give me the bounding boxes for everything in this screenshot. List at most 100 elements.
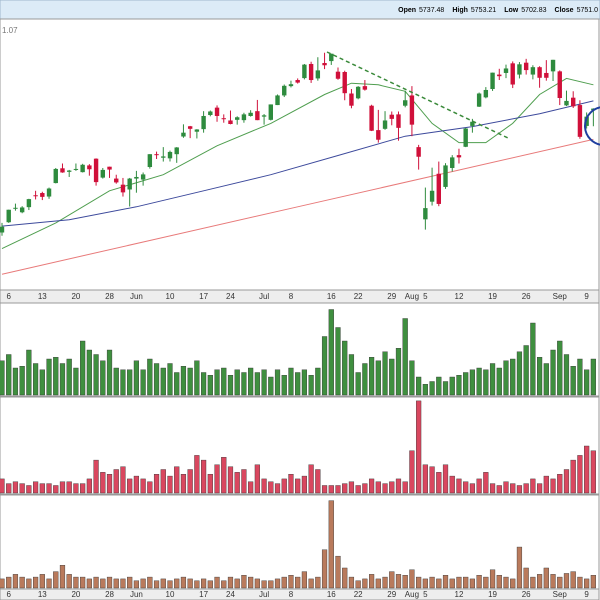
volume-bar: [153, 474, 160, 494]
volume-bar: [442, 575, 449, 589]
candle-body: [584, 116, 589, 126]
candle-body: [322, 63, 327, 66]
volume-bar: [207, 474, 213, 494]
volume-bar: [93, 576, 99, 589]
readout-label: Open: [398, 7, 416, 14]
x-tick-label: 16: [327, 292, 336, 301]
volume-bar: [187, 367, 193, 396]
volume-bar: [369, 574, 375, 589]
x-tick-label: 8: [289, 292, 294, 301]
volume-bar: [93, 354, 99, 396]
volume-bar: [369, 357, 375, 396]
volume-bar: [416, 400, 422, 494]
volume-bar: [261, 478, 267, 494]
volume-bar: [469, 369, 476, 396]
volume-bar: [194, 455, 200, 494]
volume-bar: [577, 455, 583, 494]
volume-bar: [207, 375, 213, 396]
volume-bar: [80, 576, 86, 589]
candle-body: [154, 154, 159, 156]
volume-bar: [483, 472, 489, 494]
volume-bar: [550, 478, 556, 494]
candle-body: [60, 168, 65, 173]
candle-body: [194, 129, 200, 132]
candle-body: [282, 85, 287, 96]
volume-bar: [26, 578, 32, 589]
volume-bar: [26, 485, 32, 494]
volume-bar: [59, 481, 66, 494]
volume-bar: [288, 474, 294, 494]
volume-bar: [315, 469, 321, 494]
volume-bar: [180, 366, 187, 396]
volume-bar: [409, 569, 415, 589]
candle-body: [235, 117, 240, 120]
volume-bar: [133, 580, 140, 589]
volume-bar: [550, 349, 556, 396]
volume-bar: [19, 576, 25, 589]
x-tick-label: Jul: [259, 590, 269, 599]
candle-body: [396, 114, 401, 128]
volume-bar: [12, 574, 19, 589]
candle-body: [87, 165, 92, 170]
volume-bar: [167, 580, 173, 589]
volume-bar: [254, 464, 260, 494]
volume-bar: [510, 578, 516, 589]
volume-bar: [342, 483, 348, 494]
x-tick-label: 17: [199, 292, 208, 301]
volume-bar: [261, 580, 267, 589]
volume-bar: [254, 372, 260, 396]
volume-bar: [254, 578, 260, 589]
readout-label: Low: [504, 7, 519, 14]
volume-bar: [563, 354, 570, 396]
readout-label: Close: [555, 7, 574, 14]
candle-body: [476, 93, 482, 107]
volume-bar: [100, 472, 106, 494]
x-tick-label: 5: [423, 292, 428, 301]
volume-bar: [429, 576, 435, 589]
volume-bar: [503, 481, 509, 494]
volume-bar: [489, 483, 496, 494]
volume-bar: [241, 469, 247, 494]
volume-bar: [274, 483, 281, 494]
volume-bar: [39, 369, 45, 396]
volume-bar: [39, 483, 45, 494]
volume-bar: [590, 575, 596, 589]
x-tick-label: 29: [387, 292, 396, 301]
volume-bar: [442, 464, 449, 494]
volume-bar: [530, 576, 536, 589]
volume-bar: [355, 580, 361, 589]
volume-bar: [268, 376, 274, 396]
candle-body: [174, 147, 179, 155]
candle-body: [436, 173, 441, 204]
volume-bar: [120, 369, 126, 396]
candle-body: [355, 86, 361, 99]
candle-body: [349, 93, 354, 106]
volume-bar: [348, 576, 355, 589]
volume-bar: [402, 318, 408, 396]
candle-body: [530, 67, 536, 75]
x-tick-label: 19: [488, 292, 497, 301]
volume-bar: [234, 578, 240, 589]
volume-bar: [46, 483, 52, 494]
volume-bar: [584, 445, 590, 494]
volume-bar: [543, 567, 549, 589]
volume-bar: [53, 571, 59, 589]
volume-panel-1-frame: [0, 302, 600, 397]
moving-average-line: [1, 100, 594, 227]
candle-body: [26, 199, 32, 208]
volume-bar: [476, 478, 482, 494]
volume-bar: [449, 376, 455, 396]
plot: 6 6 13 13 20 20 28 28 Jun Jun 10 10 17 17 24 24 Jul Jul 8 8…: [0, 52, 596, 599]
volume-bar: [174, 372, 180, 396]
volume-bar: [516, 351, 523, 396]
candle-body: [483, 89, 489, 98]
x-tick-label: 6: [6, 292, 11, 301]
volume-bar: [241, 575, 247, 589]
volume-bar: [382, 351, 388, 396]
volume-bar: [510, 483, 516, 494]
volume-bar: [12, 481, 19, 494]
volume-bar: [241, 372, 247, 396]
volume-bar: [93, 459, 99, 494]
volume-bar: [234, 369, 240, 396]
